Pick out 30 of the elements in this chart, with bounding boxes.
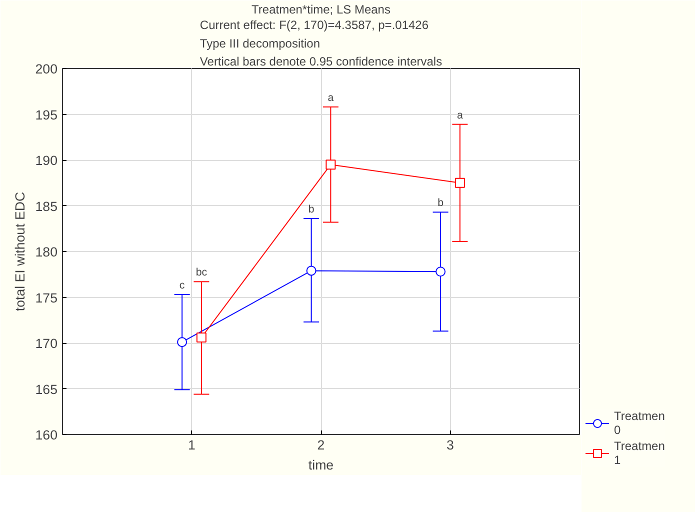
- chart-title: Treatmen*time; LS Means: [252, 2, 390, 16]
- chart-subtitle: Current effect: F(2, 170)=4.3587, p=.01426 Type III decomposition Vertical bars denote 0.95 confidence intervals: [200, 18, 442, 68]
- y-tick-label: 190: [35, 153, 58, 168]
- point: [436, 266, 446, 277]
- annotation: a: [456, 109, 463, 122]
- point: [196, 332, 206, 343]
- y-tick-label: 160: [35, 428, 58, 442]
- y-tick-label: 185: [35, 198, 58, 214]
- y-tick-label: 195: [35, 107, 58, 122]
- y-tick-label: 200: [35, 62, 58, 76]
- y-tick-label: 180: [35, 244, 58, 260]
- y-axis-title: total EI without EDC: [12, 191, 28, 312]
- legend-label: Treatmen 0: [614, 409, 665, 437]
- y-tick-label: 175: [35, 290, 58, 306]
- x-tick-label: 2: [317, 438, 325, 452]
- legend-label: Treatmen 1: [614, 439, 665, 467]
- annotation: c: [179, 280, 186, 292]
- annotation: a: [328, 92, 334, 104]
- point: [326, 160, 336, 170]
- annotation: b: [308, 204, 314, 216]
- y-tick-label: 170: [35, 336, 58, 351]
- annotation: b: [438, 197, 444, 210]
- x-tick-label: 1: [188, 438, 196, 452]
- annotation: bc: [196, 266, 208, 279]
- point: [454, 178, 465, 188]
- point: [306, 266, 316, 276]
- x-axis-title: time: [308, 458, 334, 472]
- y-tick-label: 165: [35, 382, 58, 397]
- point: [177, 337, 188, 348]
- x-tick-label: 3: [446, 438, 454, 452]
